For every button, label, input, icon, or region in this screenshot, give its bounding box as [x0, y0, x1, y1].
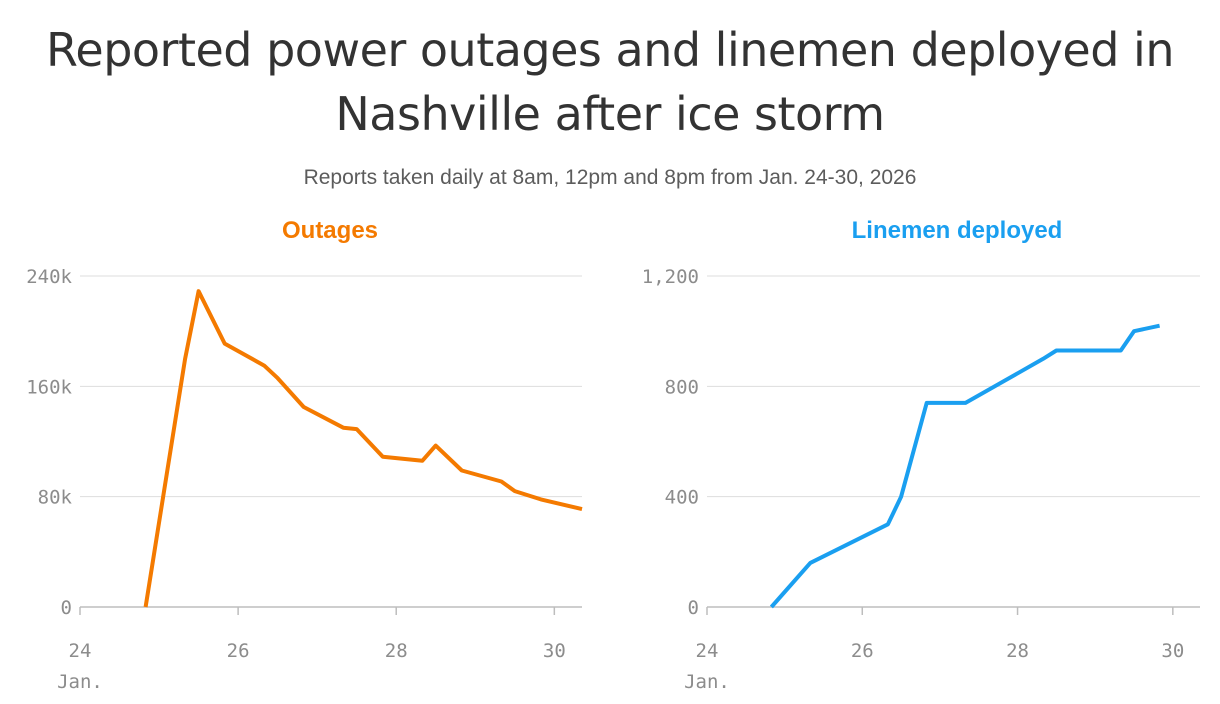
chart-title: Reported power outages and linemen deplo…	[0, 18, 1220, 146]
linemen-deployed-x-tick-label: 24	[696, 640, 719, 662]
outages-y-tick-label: 0	[61, 597, 72, 619]
linemen-deployed-x-tick-sublabel: Jan.	[684, 671, 730, 693]
linemen-deployed-x-tick-label: 30	[1161, 640, 1184, 662]
linemen-deployed-y-tick-label: 1,200	[642, 266, 699, 288]
linemen-deployed-y-tick-label: 0	[688, 597, 699, 619]
outages-y-tick-label: 80k	[38, 487, 73, 509]
chart-subtitle: Reports taken daily at 8am, 12pm and 8pm…	[303, 166, 917, 189]
linemen-deployed-x-tick-label: 26	[851, 640, 874, 662]
outages-x-tick-label: 24	[69, 640, 92, 662]
chart-title-line-1: Reported power outages and linemen deplo…	[46, 23, 1175, 77]
outages-x-tick-label: 26	[227, 640, 250, 662]
linemen-deployed-x-tick-label: 28	[1006, 640, 1029, 662]
outages-title: Outages	[282, 217, 378, 244]
linemen-deployed-y-tick-label: 400	[665, 487, 699, 509]
linemen-deployed-line	[769, 323, 1161, 609]
chart-title-line-2: Nashville after ice storm	[335, 87, 885, 141]
outages-x-tick-label: 30	[543, 640, 566, 662]
outages-panel: Outages 0 80k 160k 240k 24 Jan. 26 28 30	[26, 217, 583, 693]
outages-y-tick-label: 160k	[26, 376, 72, 398]
outages-line	[143, 289, 583, 608]
outages-x-tick-label: 28	[385, 640, 408, 662]
linemen-deployed-title: Linemen deployed	[852, 217, 1063, 244]
outages-y-tick-label: 240k	[26, 266, 72, 288]
linemen-panel: Linemen deployed 0 400 800 1,200 24 Jan. 26 28 30	[642, 217, 1200, 693]
outages-x-tick-sublabel: Jan.	[57, 671, 103, 693]
linemen-deployed-y-tick-label: 800	[665, 376, 699, 398]
